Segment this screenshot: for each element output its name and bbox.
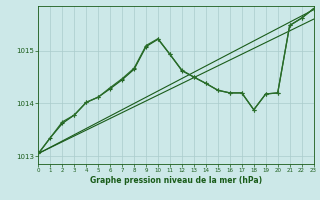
X-axis label: Graphe pression niveau de la mer (hPa): Graphe pression niveau de la mer (hPa): [90, 176, 262, 185]
